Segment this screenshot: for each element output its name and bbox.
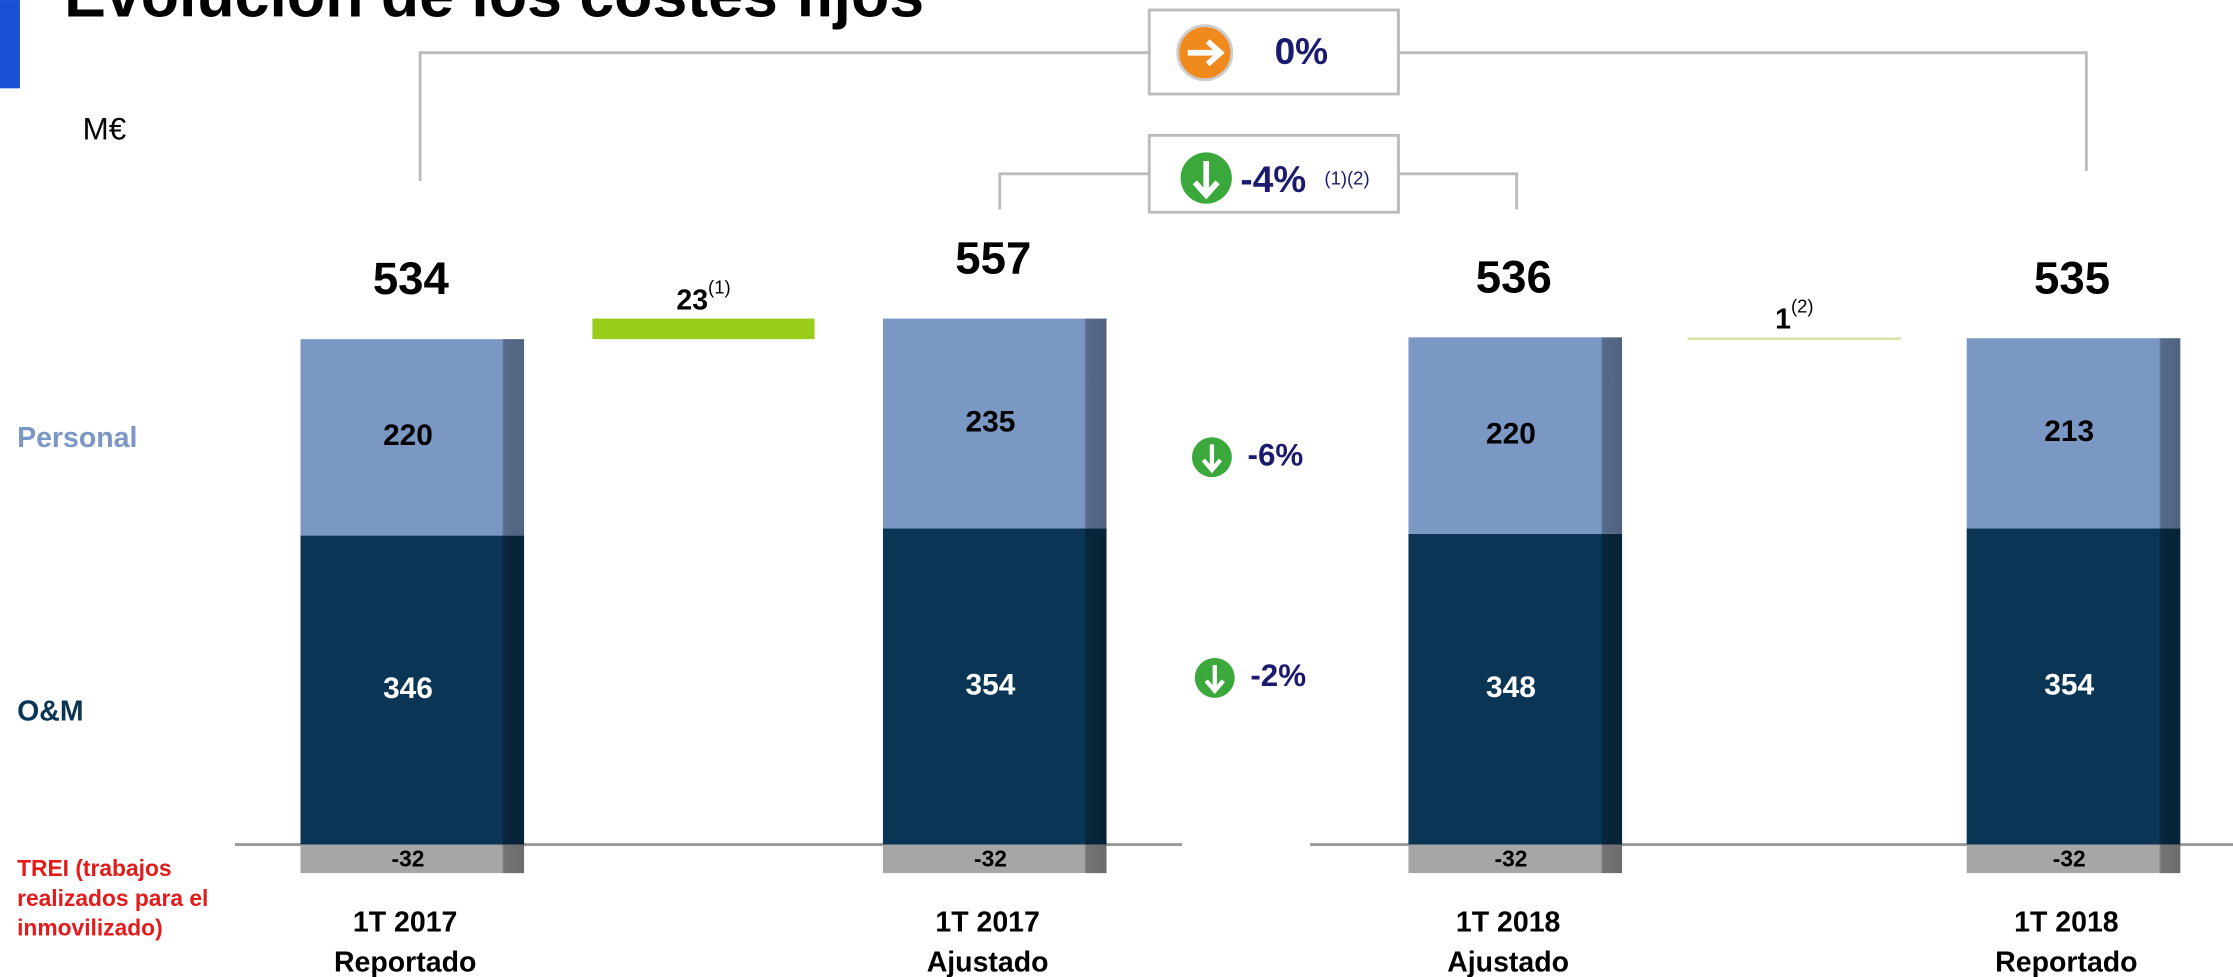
arrow-down-icon — [1191, 437, 1232, 478]
legend-label-box: Personal — [17, 422, 138, 455]
segment-label: 348 — [1486, 671, 1536, 704]
legend-label: Personal — [17, 422, 138, 455]
segment-label: 220 — [383, 419, 433, 452]
x-tick-label: 1T 2017 Ajustado — [926, 907, 1049, 977]
x-tick-label: 1T 2018 Ajustado — [1447, 907, 1570, 977]
segment-label: 235 — [966, 405, 1016, 438]
bracket — [998, 172, 1150, 210]
change-label: -4% — [1240, 158, 1306, 200]
footnote: (1)(2) — [1324, 167, 1369, 188]
adjustment-label: 23(1) — [676, 277, 730, 316]
x-tick-label-box: 1T 2018 Reportado — [1995, 907, 2138, 977]
bracket — [1398, 51, 2088, 171]
bracket — [418, 51, 1150, 181]
unit-label: M€ — [83, 111, 127, 146]
bar-shade — [300, 339, 525, 536]
bar-shade — [1966, 338, 2181, 529]
bar-shade — [882, 844, 1107, 874]
legend-label-box: TREI (trabajos realizados para el inmovi… — [17, 857, 209, 942]
change-label: 0% — [1275, 30, 1329, 72]
adjustment-bar — [592, 318, 815, 340]
legend-label: TREI (trabajos realizados para el inmovi… — [17, 857, 209, 942]
adjustment-bar — [1687, 337, 1902, 341]
footnote: (1) — [708, 277, 731, 298]
bar-shade — [1408, 533, 1623, 845]
footnote: (2) — [1791, 295, 1814, 316]
bar-shade — [882, 318, 1107, 529]
bar-shade — [300, 535, 525, 845]
legend-label-box: O&M — [17, 696, 84, 728]
segment-label: -32 — [974, 845, 1007, 871]
legend-label: O&M — [17, 696, 84, 728]
total-label: 534 — [373, 253, 450, 304]
slide-title: Evolución de los costes fijos — [64, 0, 924, 31]
segment-label: 213 — [2044, 415, 2094, 448]
segment-label: -32 — [1495, 845, 1528, 871]
total-label: 535 — [2034, 252, 2110, 303]
segment-label: 354 — [2044, 668, 2094, 701]
arrow-right-icon — [1176, 24, 1234, 82]
change-label: -2% — [1250, 658, 1306, 693]
x-tick-label-box: 1T 2018 Ajustado — [1447, 907, 1570, 977]
total-label: 557 — [955, 233, 1031, 284]
bar-shade — [300, 844, 525, 874]
segment-label: 346 — [383, 672, 433, 705]
x-tick-label-box: 1T 2017 Ajustado — [926, 907, 1049, 977]
adjustment-label: 1(2) — [1775, 295, 1813, 334]
x-tick-label-box: 1T 2017 Reportado — [333, 907, 477, 977]
bar-shade — [882, 528, 1107, 845]
arrow-down-icon — [1194, 657, 1235, 698]
x-tick-label: 1T 2018 Reportado — [1995, 907, 2138, 977]
bar-shade — [1966, 528, 2181, 845]
bar-shade — [1408, 337, 1623, 534]
segment-label: -32 — [2053, 845, 2086, 871]
accent — [0, 0, 20, 89]
segment-label: 354 — [966, 668, 1016, 701]
adjustment-value: 23 — [676, 284, 708, 316]
change-label: -6% — [1248, 437, 1304, 472]
segment-label: -32 — [392, 845, 425, 871]
bar-shade — [1966, 844, 2181, 874]
segment-label: 220 — [1486, 417, 1536, 450]
bracket — [1398, 172, 1519, 210]
x-tick-label: 1T 2017 Reportado — [333, 907, 477, 977]
total-label: 536 — [1476, 251, 1552, 302]
arrow-down-icon — [1180, 152, 1232, 204]
adjustment-value: 1 — [1775, 303, 1791, 335]
bar-shade — [1408, 844, 1623, 874]
